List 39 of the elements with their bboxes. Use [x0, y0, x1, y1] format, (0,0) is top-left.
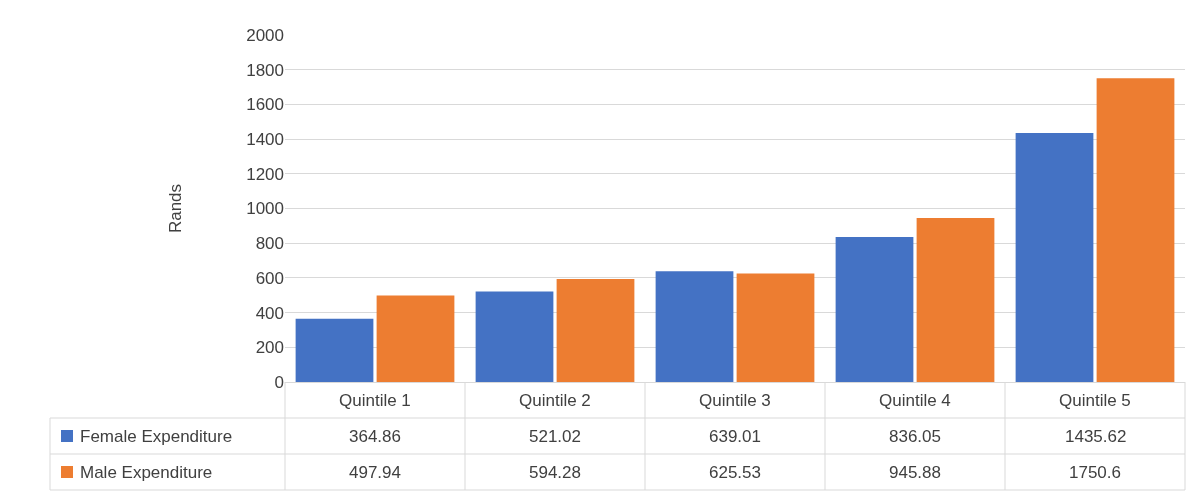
bar [1096, 78, 1175, 382]
data-label: 1750.6 [1069, 463, 1121, 482]
y-tick-label: 600 [255, 268, 284, 288]
y-tick-label: 800 [255, 234, 284, 254]
y-tick-label: 1800 [246, 60, 284, 80]
x-tick-label: Quintile 2 [519, 391, 591, 410]
bar [736, 273, 815, 382]
bar [655, 271, 734, 382]
data-label: 1435.62 [1065, 427, 1127, 446]
x-tick-label: Quintile 4 [879, 391, 951, 410]
x-tick-label: Quintile 1 [339, 391, 411, 410]
bar [556, 278, 635, 382]
bar [475, 291, 554, 382]
data-label: 639.01 [709, 427, 761, 446]
bar [1015, 132, 1094, 382]
data-label: 497.94 [349, 463, 401, 482]
legend-label: Male Expenditure [80, 463, 213, 482]
bar [295, 318, 374, 382]
data-label: 836.05 [889, 427, 941, 446]
y-tick-label: 200 [255, 338, 284, 358]
data-label: 364.86 [349, 427, 401, 446]
legend-label: Female Expenditure [80, 427, 233, 446]
x-tick-label: Quintile 3 [699, 391, 771, 410]
data-label: 625.53 [709, 463, 761, 482]
y-tick-label: 1000 [246, 199, 284, 219]
data-label: 945.88 [889, 463, 941, 482]
bar [916, 217, 995, 382]
bar [376, 295, 455, 382]
y-tick-label: 400 [255, 303, 284, 323]
y-tick-label: 2000 [246, 25, 284, 45]
x-tick-label: Quintile 5 [1059, 391, 1131, 410]
data-label: 521.02 [529, 427, 581, 446]
data-label: 594.28 [529, 463, 581, 482]
bar [835, 236, 914, 382]
y-tick-label: 1400 [246, 130, 284, 150]
y-axis-title: Rands [165, 183, 185, 234]
y-tick-label: 1600 [246, 95, 284, 115]
y-tick-label: 0 [274, 372, 284, 392]
y-tick-label: 1200 [246, 164, 284, 184]
